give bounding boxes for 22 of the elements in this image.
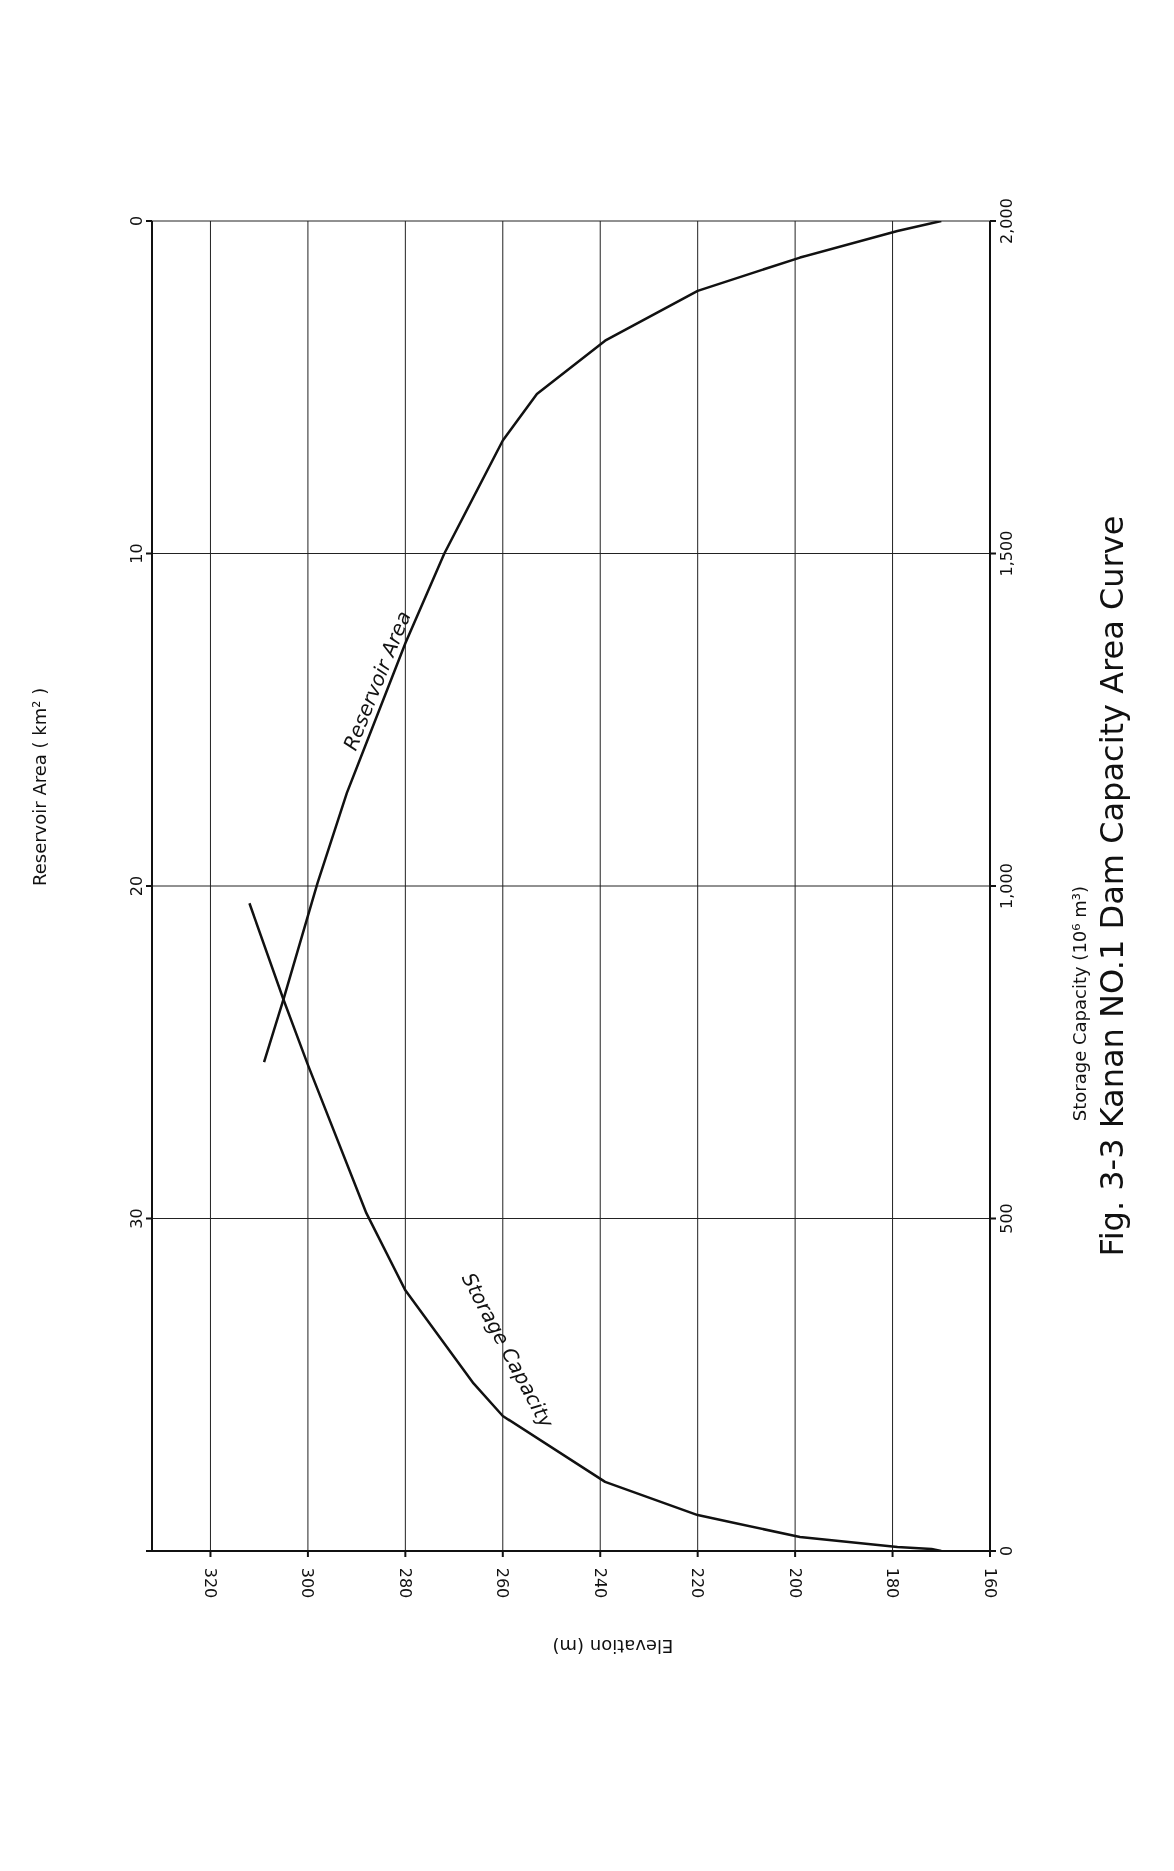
x-tick-label: 320 — [200, 1567, 220, 1599]
x-tick-label: 220 — [688, 1567, 708, 1599]
x-tick-label: 300 — [298, 1567, 318, 1599]
x-axis-title: Elevation (m) — [552, 1635, 674, 1657]
x-tick-label: 280 — [395, 1567, 415, 1599]
y2-tick-label: 1,500 — [996, 530, 1016, 577]
y2-tick-label: 0 — [996, 1545, 1016, 1557]
y-tick-label: 0 — [126, 215, 146, 227]
text: Fig. 3-3 Kanan NO.1 Dam Capacity Area Curve — [1093, 515, 1131, 1257]
x-tick-label: 260 — [493, 1567, 513, 1599]
y-tick-label: 10 — [126, 543, 146, 564]
x-tick-label: 160 — [980, 1567, 1000, 1599]
x-tick-label: 180 — [883, 1567, 903, 1599]
x-tick-label: 240 — [590, 1567, 610, 1599]
y-tick-label: 20 — [126, 875, 146, 897]
y2-tick-label: 500 — [996, 1203, 1016, 1234]
y2-tick-label: 2,000 — [996, 198, 1016, 244]
y2-tick-label: 1,000 — [996, 863, 1016, 909]
x-tick-label: 200 — [785, 1567, 805, 1599]
y-tick-label: 30 — [126, 1208, 146, 1229]
y2-axis-title: Storage Capacity (10⁶ m³) — [1069, 886, 1091, 1122]
y-axis-title: Reservoir Area ( km² ) — [29, 687, 51, 886]
